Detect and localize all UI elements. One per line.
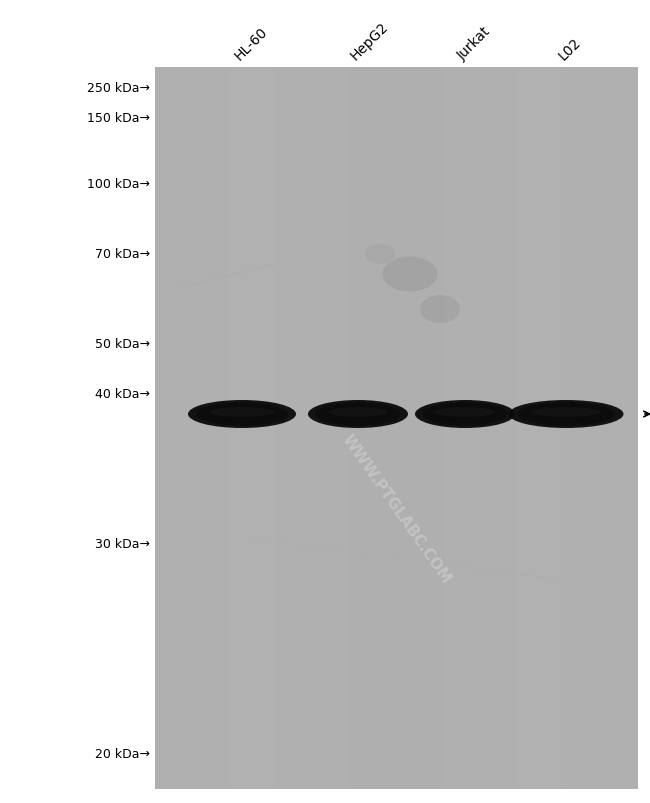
Ellipse shape [308, 401, 408, 429]
Bar [469, 68, 493, 789]
Ellipse shape [315, 402, 400, 426]
Bar [324, 68, 348, 789]
Ellipse shape [415, 401, 515, 429]
Ellipse shape [532, 408, 601, 418]
Ellipse shape [382, 257, 437, 292]
Ellipse shape [435, 408, 495, 418]
Text: 150 kDa→: 150 kDa→ [87, 112, 150, 124]
Bar [227, 68, 252, 789]
Bar [566, 68, 590, 789]
Ellipse shape [196, 402, 288, 426]
Text: WWW.PTGLABC.COM: WWW.PTGLABC.COM [339, 431, 454, 585]
Ellipse shape [207, 406, 277, 423]
Text: 100 kDa→: 100 kDa→ [87, 178, 150, 191]
Bar [614, 68, 638, 789]
Ellipse shape [517, 402, 615, 426]
Ellipse shape [365, 245, 395, 265]
Bar [276, 68, 300, 789]
Ellipse shape [528, 406, 603, 423]
Ellipse shape [326, 406, 391, 423]
Bar [252, 68, 276, 789]
Text: HepG2: HepG2 [348, 19, 391, 63]
Ellipse shape [508, 401, 623, 429]
Text: L02: L02 [556, 35, 584, 63]
Ellipse shape [422, 402, 508, 426]
Text: 50 kDa→: 50 kDa→ [95, 338, 150, 351]
Text: Jurkat: Jurkat [455, 24, 493, 63]
Ellipse shape [328, 408, 388, 418]
Bar [203, 68, 227, 789]
Bar [541, 68, 566, 789]
Bar [421, 68, 445, 789]
Bar [300, 68, 324, 789]
Bar [348, 68, 372, 789]
Bar [517, 68, 541, 789]
Text: 20 kDa→: 20 kDa→ [95, 748, 150, 760]
Bar [179, 68, 203, 789]
Text: 70 kDa→: 70 kDa→ [95, 248, 150, 261]
Ellipse shape [432, 406, 497, 423]
Bar [155, 68, 638, 789]
Text: 250 kDa→: 250 kDa→ [87, 81, 150, 95]
Bar [493, 68, 517, 789]
Text: 40 kDa→: 40 kDa→ [95, 388, 150, 401]
Bar [372, 68, 396, 789]
Bar [445, 68, 469, 789]
Bar [155, 68, 179, 789]
Bar [396, 68, 421, 789]
Text: HL-60: HL-60 [232, 25, 270, 63]
Ellipse shape [209, 408, 274, 418]
Text: 30 kDa→: 30 kDa→ [95, 538, 150, 551]
Ellipse shape [420, 296, 460, 324]
Ellipse shape [188, 401, 296, 429]
Bar [590, 68, 614, 789]
